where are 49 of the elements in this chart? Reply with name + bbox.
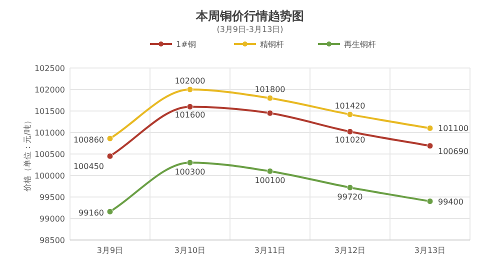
- y-axis-title: 价格（单位：元/吨）: [23, 116, 32, 192]
- point: [106, 152, 114, 160]
- data-label: 100450: [73, 162, 104, 172]
- data-label: 99720: [337, 192, 363, 202]
- point: [186, 103, 194, 110]
- x-tick-label: 3月10日: [174, 246, 206, 255]
- y-tick-label: 100000: [34, 172, 65, 180]
- legend-label: 1#铜: [176, 40, 196, 49]
- x-tick-label: 3月11日: [254, 246, 286, 255]
- point: [426, 124, 434, 132]
- point: [186, 86, 194, 93]
- point: [186, 159, 194, 166]
- data-label: 101600: [174, 110, 206, 120]
- y-tick-label: 100500: [34, 150, 65, 159]
- data-label: 101800: [254, 85, 286, 94]
- x-tick-label: 3月9日: [96, 246, 124, 255]
- point: [346, 184, 354, 191]
- data-label: 101420: [334, 101, 366, 110]
- chart-subtitle: (3月9日-3月13日): [216, 25, 284, 34]
- y-tick-label: 99000: [40, 214, 65, 224]
- data-label: 101020: [334, 136, 366, 145]
- y-tick-label: 102500: [34, 64, 65, 73]
- data-label: 99400: [438, 197, 464, 206]
- data-label: 102000: [174, 76, 206, 86]
- x-tick-label: 3月13日: [414, 246, 446, 255]
- point: [346, 111, 354, 118]
- point: [266, 168, 274, 174]
- point: [426, 142, 434, 150]
- point: [266, 94, 274, 102]
- data-label: 100300: [174, 168, 206, 177]
- point: [266, 110, 274, 116]
- chart-title: 本周铜价行情趋势图: [195, 9, 304, 23]
- data-label: 100100: [254, 176, 286, 186]
- y-tick-label: 102000: [34, 86, 65, 94]
- data-label: 101100: [438, 124, 469, 134]
- point: [346, 128, 354, 135]
- data-label: 100860: [73, 136, 104, 145]
- x-tick-label: 3月12日: [334, 246, 366, 255]
- data-label: 100690: [438, 146, 469, 156]
- y-tick-label: 99500: [40, 193, 65, 202]
- legend-label: 精铜杆: [260, 40, 284, 49]
- legend-label: 再生铜杆: [344, 40, 376, 49]
- y-tick-label: 98500: [40, 236, 65, 245]
- point: [106, 208, 114, 215]
- point: [106, 135, 114, 142]
- y-tick-label: 101000: [34, 128, 65, 138]
- point: [426, 198, 434, 205]
- data-label: 99160: [78, 208, 104, 218]
- y-tick-label: 101500: [34, 107, 65, 116]
